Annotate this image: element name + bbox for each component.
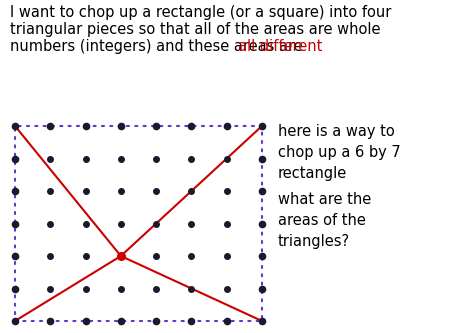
Text: numbers (integers) and these areas are: numbers (integers) and these areas are — [10, 39, 307, 54]
Text: all different: all different — [238, 39, 322, 54]
Text: I want to chop up a rectangle (or a square) into four: I want to chop up a rectangle (or a squa… — [10, 5, 392, 20]
Text: here is a way to
chop up a 6 by 7
rectangle: here is a way to chop up a 6 by 7 rectan… — [278, 124, 401, 181]
Text: triangular pieces so that all of the areas are whole: triangular pieces so that all of the are… — [10, 22, 381, 37]
Text: what are the
areas of the
triangles?: what are the areas of the triangles? — [278, 192, 371, 249]
